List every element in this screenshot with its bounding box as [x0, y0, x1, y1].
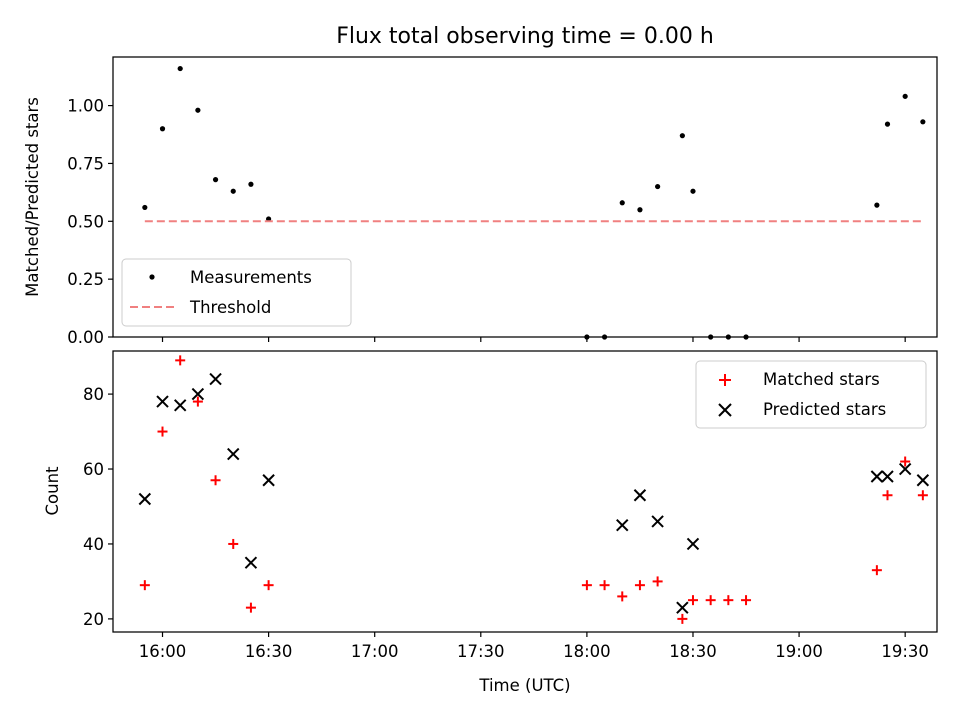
top-y-tick-label: 1.00 — [67, 97, 104, 116]
predicted-stars-point — [173, 399, 187, 412]
matched-stars-point — [617, 591, 628, 602]
top-legend: Measurements Threshold — [121, 258, 352, 327]
bottom-legend: Matched stars Predicted stars — [695, 360, 927, 429]
measurement-point — [266, 216, 272, 222]
legend-predicted-label: Predicted stars — [763, 400, 886, 419]
bottom-y-tick-label: 20 — [83, 610, 104, 629]
matched-stars-point — [917, 490, 928, 501]
predicted-stars-point — [870, 470, 884, 483]
predicted-stars-point — [138, 492, 152, 506]
top-panel: 0.00 0.25 0.50 0.75 1.00 Matched/Predicted s… — [23, 56, 938, 347]
matched-stars-point — [882, 490, 893, 501]
bottom-x-tick-label: 16:00 — [139, 642, 187, 661]
measurement-point — [248, 181, 254, 187]
top-y-tick-label: 0.75 — [67, 154, 104, 173]
measurement-point — [874, 202, 880, 208]
matched-stars-point — [900, 456, 911, 467]
bottom-marks — [138, 355, 930, 624]
measurement-point — [619, 200, 625, 206]
top-chart-title: Flux total observing time = 0.00 h — [336, 24, 714, 49]
matched-stars-point — [723, 595, 734, 606]
measurement-point — [679, 133, 685, 139]
bottom-y-tick-label: 80 — [83, 385, 104, 404]
predicted-stars-point — [244, 556, 258, 569]
bottom-x-tick-label: 17:30 — [457, 642, 505, 661]
matched-stars-point — [677, 613, 688, 624]
matched-stars-point — [210, 475, 221, 486]
matched-stars-point — [192, 396, 203, 407]
bottom-x-tick-label: 19:00 — [775, 642, 823, 661]
legend-measurements-label: Measurements — [190, 268, 312, 287]
bottom-y-axis-label: Count — [43, 466, 62, 516]
legend-matched-label: Matched stars — [763, 370, 880, 389]
bottom-axes-frame — [112, 350, 938, 633]
bottom-x-tick-label: 19:30 — [881, 642, 929, 661]
measurement-point — [920, 119, 926, 125]
measurement-point — [212, 177, 219, 183]
top-y-tick-label: 0.00 — [67, 328, 104, 347]
legend-threshold-label: Threshold — [189, 298, 271, 317]
matched-stars-point — [599, 580, 610, 591]
predicted-stars-point — [209, 372, 222, 386]
predicted-stars-point — [916, 474, 930, 487]
bottom-x-tick-label: 18:30 — [669, 642, 717, 661]
top-y-tick-label: 0.50 — [67, 212, 104, 231]
predicted-stars-point — [676, 601, 689, 614]
top-axes: 0.00 0.25 0.50 0.75 1.00 — [67, 97, 906, 347]
predicted-stars-point — [156, 395, 169, 408]
predicted-stars-point — [616, 519, 629, 532]
predicted-stars-point — [633, 489, 647, 502]
bottom-y-tick-label: 60 — [83, 460, 104, 479]
top-legend-frame — [121, 258, 352, 327]
bottom-panel: 20 40 60 80 16:00 16:30 17:00 17:30 18:00 18:30 19… — [43, 350, 938, 695]
matched-stars-point — [157, 426, 168, 437]
legend-measurements-marker — [149, 274, 155, 280]
bottom-axes: 20 40 60 80 16:00 16:30 17:00 17:30 18:00 18:30 19… — [83, 385, 929, 661]
predicted-stars-point — [191, 387, 205, 401]
bottom-x-tick-label: 17:00 — [351, 642, 399, 661]
matched-stars-point — [705, 595, 716, 606]
predicted-stars-point — [881, 470, 894, 483]
measurement-point — [177, 65, 183, 72]
measurement-point — [142, 204, 148, 211]
predicted-stars-point — [686, 537, 700, 551]
bottom-x-tick-label: 16:30 — [245, 642, 293, 661]
bottom-x-tick-label: 18:00 — [563, 642, 611, 661]
predicted-stars-point — [651, 515, 664, 528]
bottom-x-axis-label: Time (UTC) — [478, 676, 570, 695]
top-axes-frame — [112, 56, 938, 338]
measurement-point — [195, 107, 201, 113]
predicted-stars-point — [898, 462, 912, 476]
legend-predicted-marker — [718, 403, 732, 417]
matched-stars-point — [687, 595, 698, 606]
matched-stars-point — [228, 538, 239, 549]
measurement-point — [690, 188, 696, 194]
predicted-stars-point — [227, 447, 240, 461]
measurement-point — [655, 183, 661, 190]
measurement-point — [159, 126, 166, 132]
measurement-point — [230, 188, 236, 194]
matched-stars-point — [175, 355, 186, 366]
matched-stars-point — [263, 580, 274, 591]
legend-matched-marker — [719, 374, 731, 386]
matched-stars-point — [581, 580, 592, 591]
measurement-point — [884, 121, 891, 127]
matched-stars-point — [139, 580, 150, 591]
matched-stars-point — [634, 580, 645, 591]
top-y-axis-label: Matched/Predicted stars — [23, 97, 42, 297]
measurement-point — [902, 93, 908, 99]
bottom-y-tick-label: 40 — [83, 535, 104, 554]
bottom-legend-frame — [695, 360, 927, 429]
matched-stars-point — [652, 576, 663, 587]
measurement-point — [637, 207, 643, 213]
matched-stars-point — [245, 602, 256, 613]
matched-stars-point — [871, 565, 882, 576]
top-y-tick-label: 0.25 — [67, 270, 104, 289]
predicted-stars-point — [262, 474, 275, 487]
matched-stars-point — [741, 595, 752, 606]
